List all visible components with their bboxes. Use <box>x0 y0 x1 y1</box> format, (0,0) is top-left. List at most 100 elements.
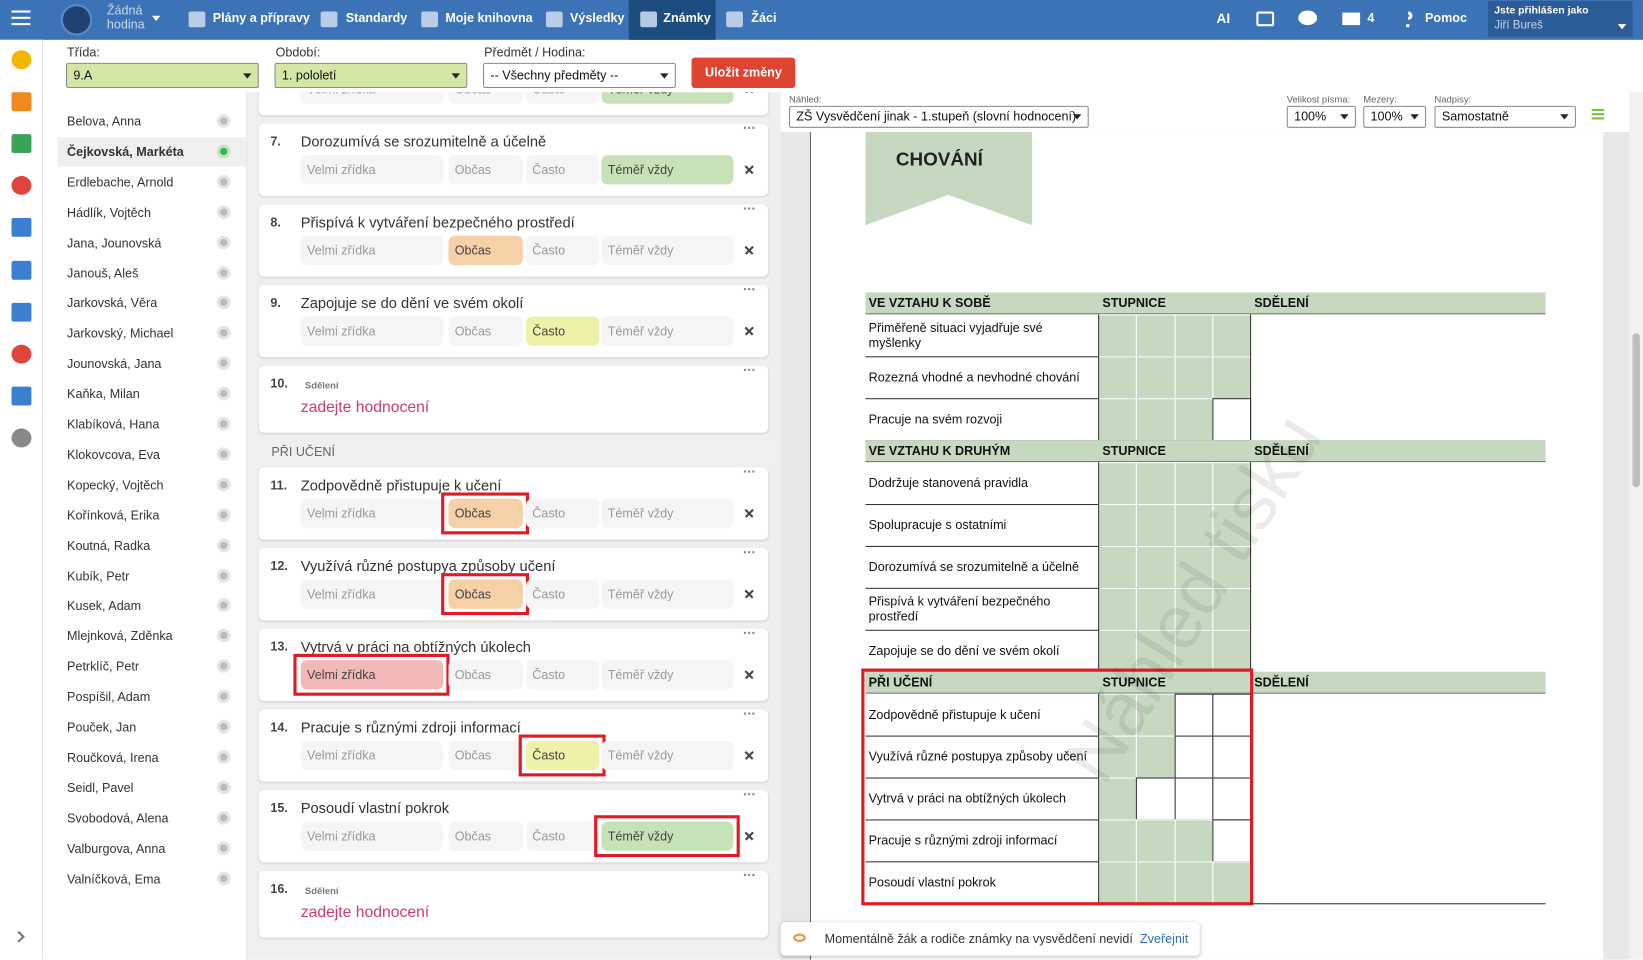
sidebar-icon[interactable] <box>11 134 32 153</box>
student-row[interactable]: Kusek, Adam <box>58 591 247 620</box>
student-row[interactable]: Valburgova, Anna <box>58 834 247 863</box>
more-button[interactable] <box>743 126 755 130</box>
scale-option[interactable]: Velmi zřídka <box>300 316 444 346</box>
student-row[interactable]: Pouček, Jan <box>58 713 247 742</box>
student-row[interactable]: Kaňka, Milan <box>58 379 247 408</box>
scale-option[interactable]: Téměř vždy <box>601 579 734 609</box>
student-row[interactable]: Erdlebache, Arnold <box>58 167 247 196</box>
student-row[interactable]: Koutná, Radka <box>58 531 247 560</box>
help-button[interactable]: Pomoc <box>1425 10 1467 26</box>
student-row[interactable]: Jarkovský, Michael <box>58 319 247 348</box>
nav-item[interactable]: Standardy <box>345 10 408 26</box>
student-row[interactable]: Kubík, Petr <box>58 561 247 590</box>
nav-item[interactable]: Plány a přípravy <box>212 10 310 26</box>
nav-item[interactable]: Výsledky <box>570 10 625 26</box>
settings-icon[interactable] <box>1591 108 1605 112</box>
mail-icon[interactable] <box>1342 12 1361 26</box>
more-button[interactable] <box>743 631 755 635</box>
scale-option[interactable]: Téměř vždy <box>601 235 734 266</box>
student-row[interactable]: Jounovská, Jana <box>58 349 247 378</box>
scale-option[interactable]: Téměř vždy <box>601 155 734 185</box>
message-placeholder[interactable]: zadejte hodnocení <box>300 903 430 922</box>
scale-option[interactable]: Velmi zřídka <box>300 821 444 851</box>
nav-item[interactable]: Žádná hodina <box>106 3 145 32</box>
scale-option[interactable]: Velmi zřídka <box>300 740 444 771</box>
screen-icon[interactable] <box>1256 11 1275 27</box>
settings-icon[interactable] <box>1591 113 1605 116</box>
student-row[interactable]: Janouš, Aleš <box>58 258 247 287</box>
scale-option[interactable]: Téměř vždy <box>601 740 734 771</box>
scale-option[interactable]: Často <box>526 579 600 609</box>
login-box[interactable]: Jste přihlášen jako Jiří Bureš <box>1487 1 1633 37</box>
scale-option[interactable]: Občas <box>448 740 523 771</box>
more-button[interactable] <box>743 368 755 372</box>
save-button[interactable]: Uložit změny <box>691 57 796 89</box>
student-row[interactable]: Klabíková, Hana <box>58 410 247 439</box>
scale-option[interactable]: Často <box>526 155 600 185</box>
student-row[interactable]: Jarkovská, Věra <box>58 289 247 318</box>
scale-option[interactable]: Často <box>526 660 600 690</box>
nav-item[interactable]: Moje knihovna <box>445 10 533 26</box>
student-row[interactable]: Svobodová, Alena <box>58 803 247 832</box>
sidebar-icon[interactable] <box>11 92 32 112</box>
message-placeholder[interactable]: zadejte hodnocení <box>300 398 430 416</box>
scale-option[interactable]: Občas <box>448 316 523 346</box>
student-row[interactable]: Roučková, Irena <box>58 743 247 772</box>
font-select[interactable]: 100% <box>1286 105 1356 128</box>
scale-option[interactable]: Téměř vždy <box>601 92 734 104</box>
more-button[interactable] <box>743 288 755 291</box>
sidebar-icon[interactable] <box>11 217 32 237</box>
student-row[interactable]: Kořínková, Erika <box>58 501 247 530</box>
scale-option[interactable]: Občas <box>448 155 523 185</box>
menu-icon[interactable] <box>11 10 31 13</box>
student-row[interactable]: Valníčková, Ema <box>58 864 247 893</box>
scale-option[interactable]: Téměř vždy <box>601 660 734 690</box>
more-button[interactable] <box>743 470 755 473</box>
student-row[interactable]: Petrklíč, Petr <box>58 652 247 681</box>
sidebar-icon[interactable] <box>11 176 32 195</box>
more-button[interactable] <box>743 873 755 877</box>
scale-option[interactable]: Velmi zřídka <box>300 498 444 529</box>
scale-option[interactable]: Velmi zřídka <box>300 660 444 690</box>
nav-item[interactable]: Žáci <box>751 10 777 26</box>
scale-option[interactable]: Velmi zřídka <box>300 92 444 104</box>
scale-option[interactable]: Často <box>526 316 600 346</box>
student-row[interactable]: Seidl, Pavel <box>58 773 247 802</box>
student-row[interactable]: Hádlík, Vojtěch <box>58 198 247 227</box>
scale-option[interactable]: Téměř vždy <box>601 498 734 529</box>
nav-item[interactable]: Známky <box>663 10 711 26</box>
sidebar-icon[interactable] <box>11 344 32 364</box>
settings-icon[interactable] <box>1591 117 1605 120</box>
chat-icon[interactable] <box>1298 10 1318 26</box>
scale-option[interactable]: Občas <box>448 235 523 266</box>
student-row[interactable]: Jana, Jounovská <box>58 228 247 257</box>
ai-button[interactable]: AI <box>1216 10 1231 27</box>
scale-option[interactable]: Velmi zřídka <box>300 235 444 266</box>
scale-option[interactable]: Občas <box>448 579 523 609</box>
sidebar-icon[interactable] <box>11 302 32 322</box>
scale-option[interactable]: Často <box>526 92 600 104</box>
scale-option[interactable]: Velmi zřídka <box>300 579 444 609</box>
sidebar-icon[interactable] <box>11 50 32 70</box>
student-row[interactable]: Mlejnková, Zděnka <box>58 622 247 651</box>
student-row[interactable]: Klokovcova, Eva <box>58 440 247 469</box>
scale-option[interactable]: Občas <box>448 498 523 529</box>
headings-select[interactable]: Samostatně <box>1434 105 1576 128</box>
sidebar-icon[interactable] <box>11 386 32 406</box>
more-button[interactable] <box>743 712 755 716</box>
spacing-select[interactable]: 100% <box>1363 105 1427 128</box>
class-select[interactable]: 9.A <box>66 62 259 89</box>
more-button[interactable] <box>743 551 755 554</box>
period-select[interactable]: 1. pololetí <box>274 62 468 89</box>
student-row[interactable]: Belova, Anna <box>58 107 247 136</box>
scale-option[interactable]: Občas <box>448 821 523 851</box>
scale-option[interactable]: Velmi zřídka <box>300 155 444 185</box>
scale-option[interactable]: Občas <box>448 92 523 104</box>
scale-option[interactable]: Často <box>526 498 600 529</box>
student-row[interactable]: Kopecký, Vojtěch <box>58 470 247 499</box>
sidebar-icon[interactable] <box>11 428 32 448</box>
scale-option[interactable]: Téměř vždy <box>601 821 734 851</box>
menu-icon[interactable] <box>11 16 31 19</box>
student-row[interactable]: Pospíšil, Adam <box>58 682 247 711</box>
scale-option[interactable]: Často <box>526 821 600 851</box>
